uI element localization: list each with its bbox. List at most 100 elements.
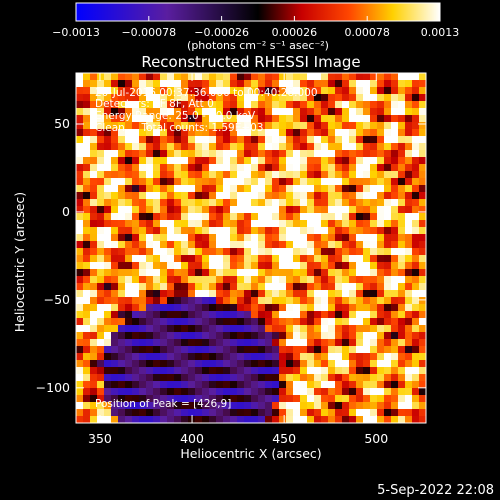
- heatmap-cell: [272, 255, 280, 263]
- heatmap-cell: [384, 206, 392, 214]
- heatmap-cell: [356, 101, 364, 109]
- heatmap-cell: [174, 360, 182, 368]
- heatmap-cell: [202, 416, 210, 423]
- heatmap-cell: [328, 269, 336, 277]
- heatmap-cell: [118, 318, 126, 326]
- heatmap-cell: [237, 416, 245, 423]
- heatmap-cell: [76, 283, 84, 291]
- heatmap-cell: [258, 178, 266, 186]
- heatmap-cell: [188, 262, 196, 270]
- heatmap-cell: [174, 402, 182, 410]
- heatmap-cell: [293, 381, 301, 389]
- heatmap-cell: [202, 206, 210, 214]
- heatmap-cell: [244, 318, 252, 326]
- heatmap-cell: [251, 206, 259, 214]
- heatmap-cell: [97, 402, 105, 410]
- heatmap-cell: [83, 276, 91, 284]
- heatmap-cell: [272, 192, 280, 200]
- heatmap-cell: [272, 381, 280, 389]
- heatmap-cell: [258, 346, 266, 354]
- heatmap-cell: [125, 178, 133, 186]
- heatmap-cell: [251, 290, 259, 298]
- heatmap-cell: [118, 360, 126, 368]
- heatmap-cell: [342, 416, 350, 423]
- heatmap-cell: [111, 150, 119, 158]
- heatmap-cell: [167, 388, 175, 396]
- heatmap-cell: [153, 360, 161, 368]
- heatmap-cell: [258, 276, 266, 284]
- heatmap-cell: [202, 234, 210, 242]
- heatmap-cell: [132, 192, 140, 200]
- heatmap-cell: [307, 94, 315, 102]
- heatmap-cell: [111, 304, 119, 312]
- heatmap-cell: [195, 241, 203, 249]
- heatmap-cell: [335, 101, 343, 109]
- heatmap-cell: [384, 255, 392, 263]
- heatmap-cell: [342, 262, 350, 270]
- heatmap-cell: [265, 192, 273, 200]
- heatmap-cell: [202, 143, 210, 151]
- heatmap-cell: [258, 220, 266, 228]
- heatmap-cell: [167, 332, 175, 340]
- heatmap-cell: [258, 409, 266, 417]
- heatmap-cell: [153, 241, 161, 249]
- heatmap-cell: [398, 416, 406, 423]
- heatmap-cell: [216, 283, 224, 291]
- heatmap-cell: [146, 283, 154, 291]
- heatmap-cell: [118, 255, 126, 263]
- heatmap-cell: [195, 388, 203, 396]
- heatmap-cell: [174, 262, 182, 270]
- heatmap-cell: [384, 276, 392, 284]
- heatmap-cell: [146, 192, 154, 200]
- heatmap-cell: [335, 136, 343, 144]
- heatmap-cell: [223, 227, 231, 235]
- heatmap-cell: [405, 416, 413, 423]
- heatmap-cell: [398, 332, 406, 340]
- heatmap-cell: [272, 178, 280, 186]
- heatmap-cell: [405, 199, 413, 207]
- heatmap-cell: [139, 381, 147, 389]
- heatmap-cell: [237, 143, 245, 151]
- heatmap-cell: [335, 192, 343, 200]
- heatmap-cell: [132, 220, 140, 228]
- heatmap-cell: [356, 416, 364, 423]
- heatmap-cell: [216, 108, 224, 116]
- heatmap-cell: [279, 164, 287, 172]
- heatmap-cell: [76, 129, 84, 137]
- heatmap-cell: [349, 122, 357, 130]
- heatmap-cell: [405, 276, 413, 284]
- heatmap-cell: [314, 136, 322, 144]
- heatmap-cell: [209, 248, 217, 256]
- heatmap-cell: [398, 367, 406, 375]
- heatmap-cell: [328, 395, 336, 403]
- heatmap-cell: [139, 416, 147, 423]
- heatmap-cell: [195, 108, 203, 116]
- heatmap-cell: [412, 136, 420, 144]
- heatmap-cell: [412, 150, 420, 158]
- heatmap-cell: [90, 87, 98, 95]
- heatmap-cell: [419, 73, 426, 81]
- heatmap-cell: [370, 283, 378, 291]
- heatmap-cell: [146, 311, 154, 319]
- heatmap-cell: [230, 276, 238, 284]
- heatmap-cell: [265, 129, 273, 137]
- heatmap-cell: [314, 87, 322, 95]
- heatmap-cell: [328, 143, 336, 151]
- heatmap-cell: [419, 143, 426, 151]
- heatmap-cell: [328, 409, 336, 417]
- heatmap-cell: [153, 234, 161, 242]
- heatmap-cell: [321, 262, 329, 270]
- heatmap-cell: [153, 255, 161, 263]
- heatmap-cell: [125, 409, 133, 417]
- heatmap-cell: [167, 178, 175, 186]
- heatmap-cell: [265, 360, 273, 368]
- heatmap-cell: [272, 290, 280, 298]
- heatmap-cell: [188, 192, 196, 200]
- heatmap-cell: [132, 248, 140, 256]
- heatmap-cell: [90, 304, 98, 312]
- heatmap-cell: [174, 395, 182, 403]
- heatmap-cell: [363, 381, 371, 389]
- heatmap-cell: [104, 87, 112, 95]
- heatmap-cell: [377, 269, 385, 277]
- heatmap-cell: [272, 374, 280, 382]
